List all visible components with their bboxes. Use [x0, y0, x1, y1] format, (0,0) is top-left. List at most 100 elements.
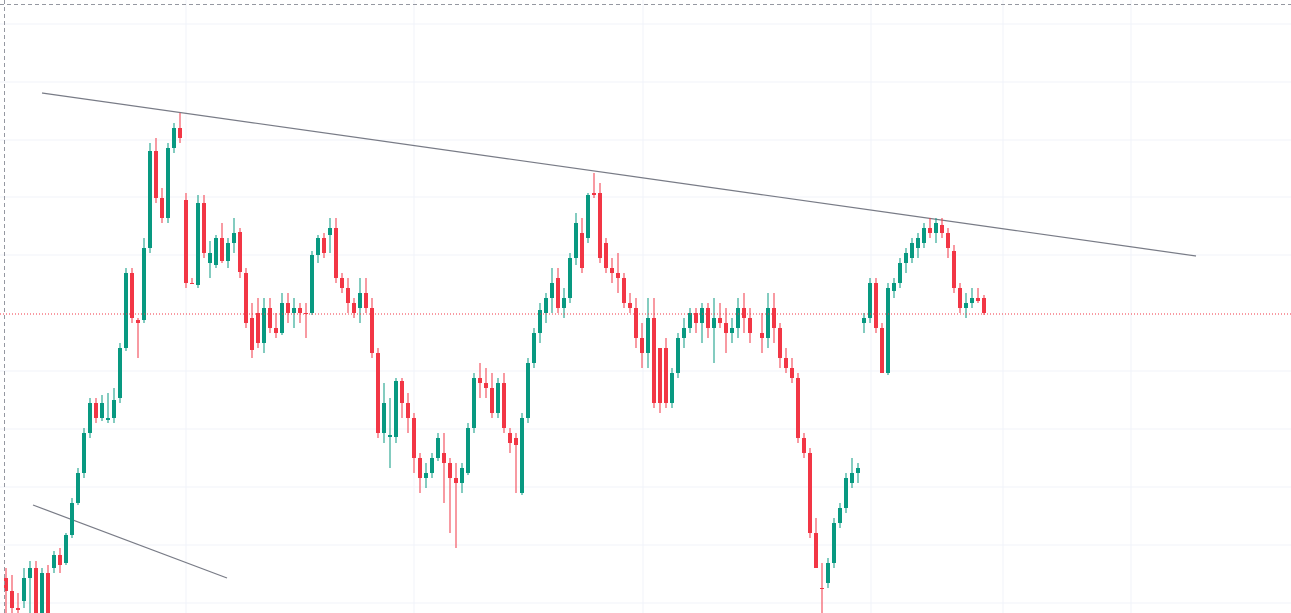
candle-body — [658, 348, 662, 403]
candle-body — [172, 128, 176, 148]
trendlines — [32, 92, 1197, 579]
candle-body — [178, 128, 182, 138]
candle-body — [46, 573, 50, 613]
candle-body — [88, 403, 92, 433]
candle-body — [706, 308, 710, 328]
candle-body — [520, 418, 524, 493]
candle-body — [688, 313, 692, 328]
candle-body — [232, 233, 236, 243]
candle-body — [790, 368, 794, 378]
candle-body — [226, 243, 230, 261]
candle-body — [646, 318, 650, 353]
candle-body — [190, 283, 194, 284]
candle-body — [844, 478, 848, 508]
candle-body — [316, 238, 320, 255]
candle-body — [124, 273, 128, 348]
candle-body — [112, 400, 116, 418]
candle-body — [448, 463, 452, 478]
candle-body — [388, 435, 392, 437]
candle-body — [478, 378, 482, 383]
candle-body — [808, 453, 812, 533]
candle-body — [964, 303, 968, 308]
candle-body — [862, 318, 866, 323]
candle-body — [490, 388, 494, 413]
candle-body — [694, 313, 698, 323]
candle-body — [670, 373, 674, 403]
candle-body — [268, 308, 272, 328]
candle-body — [700, 308, 704, 323]
candle-body — [598, 193, 602, 258]
candle-body — [736, 308, 740, 328]
candle-body — [982, 298, 986, 313]
candle-body — [148, 151, 152, 248]
candle-body — [940, 225, 944, 233]
candle-body — [946, 233, 950, 248]
candle-body — [568, 258, 572, 298]
candle-body — [184, 200, 188, 283]
candle-body — [238, 232, 242, 272]
candle-body — [418, 458, 422, 478]
candle-body — [934, 223, 938, 233]
candle-body — [160, 198, 164, 218]
candle-body — [544, 298, 548, 313]
candle-body — [922, 228, 926, 243]
candle-body — [652, 318, 656, 403]
candle-body — [94, 403, 98, 418]
candle-body — [742, 308, 746, 318]
candles — [4, 113, 986, 613]
candle-body — [322, 238, 326, 253]
candle-body — [106, 418, 110, 420]
candle-body — [820, 588, 824, 589]
candle-body — [250, 318, 254, 350]
candle-body — [262, 308, 266, 343]
candle-body — [34, 568, 38, 613]
candle-body — [220, 238, 224, 261]
candle-body — [118, 348, 122, 398]
candle-body — [616, 273, 620, 278]
candle-body — [28, 568, 32, 578]
candle-body — [454, 478, 458, 483]
candle-body — [202, 203, 206, 253]
trendline — [32, 504, 228, 579]
candle-body — [298, 308, 302, 313]
candle-body — [898, 263, 902, 283]
candle-body — [214, 238, 218, 265]
candle-body — [406, 403, 410, 418]
candle-body — [364, 293, 368, 308]
candle-body — [928, 228, 932, 233]
candle-body — [526, 363, 530, 418]
candle-body — [310, 255, 314, 313]
candle-body — [550, 283, 554, 298]
candle-body — [826, 563, 830, 583]
candle-body — [880, 328, 884, 373]
candle-body — [958, 288, 962, 308]
candle-body — [622, 278, 626, 303]
candle-body — [508, 433, 512, 443]
candle-body — [634, 308, 638, 338]
candle-body — [532, 333, 536, 363]
candle-body — [802, 438, 806, 453]
candle-body — [796, 378, 800, 438]
candle-body — [976, 298, 980, 301]
candle-body — [394, 381, 398, 437]
candle-body — [292, 308, 296, 313]
candle-body — [766, 308, 770, 338]
trendline — [41, 92, 1197, 257]
candle-body — [628, 303, 632, 308]
candle-body — [832, 523, 836, 563]
candle-body — [208, 253, 212, 263]
candle-body — [424, 473, 428, 478]
candle-body — [400, 381, 404, 403]
candle-body — [4, 578, 8, 591]
candle-body — [592, 193, 596, 195]
candle-body — [370, 308, 374, 353]
candle-body — [40, 573, 44, 613]
candle-body — [130, 273, 134, 318]
candle-body — [916, 238, 920, 248]
candle-body — [16, 608, 20, 610]
candle-body — [142, 248, 146, 320]
